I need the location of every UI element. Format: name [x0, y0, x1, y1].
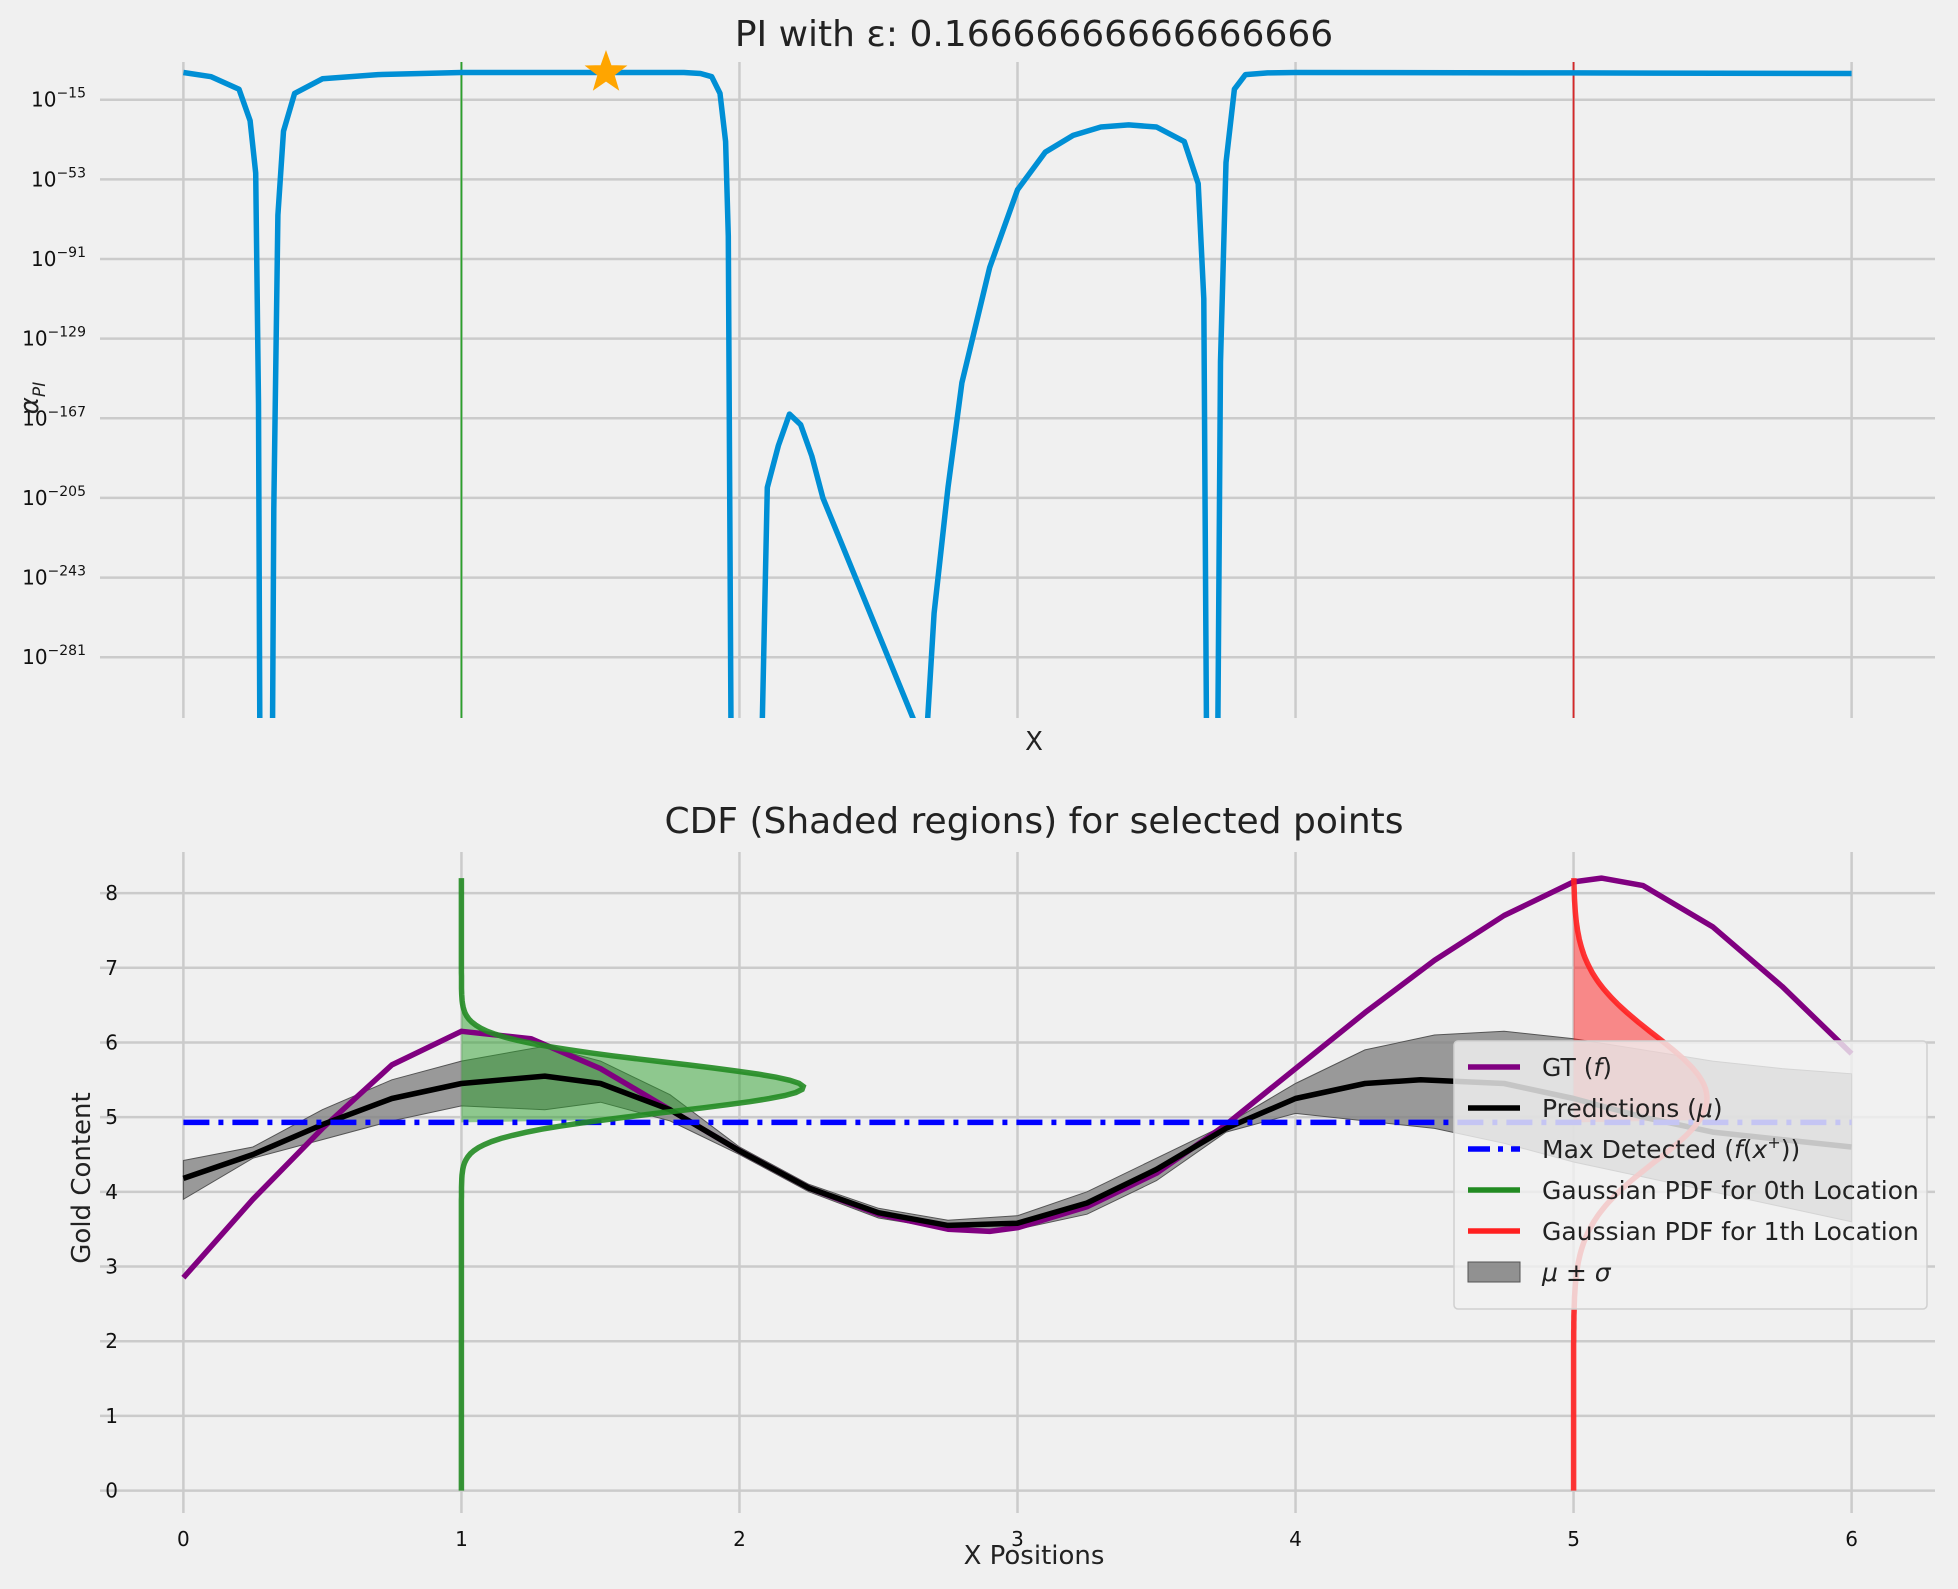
- pi-y-ticks: 10−15 10−53 10−91 10−129 10−167 10−205 10−243 1…: [22, 86, 86, 669]
- pi-grid: [100, 62, 1935, 718]
- cdf-y-tick-label: 7: [105, 956, 118, 980]
- cdf-y-tick-label: 4: [105, 1180, 118, 1204]
- legend-label: Gaussian PDF for 1th Location: [1542, 1217, 1919, 1246]
- cdf-x-tick-label: 1: [455, 1527, 468, 1551]
- pi-ylabel: αPI: [15, 382, 50, 414]
- legend-box: [1453, 1040, 1928, 1310]
- pi-series: [182, 69, 1852, 718]
- pi-xlabel: X: [1025, 727, 1043, 757]
- cdf-shaded-region: [461, 878, 804, 1123]
- cdf-y-tick-label: 5: [105, 1105, 118, 1129]
- cdf-y-tick-label: 1: [105, 1404, 118, 1428]
- pi-series-line: [182, 69, 1852, 718]
- pi-y-tick-label: 10−167: [22, 404, 86, 430]
- pi-title: PI with ε: 0.16666666666666666: [735, 14, 1333, 55]
- legend-swatch-band: [1467, 1261, 1521, 1283]
- pi-vertical-lines: [460, 62, 1575, 718]
- legend: GT (f) Predictions (μ) Max Detected (f(x+)…: [1453, 1040, 1928, 1310]
- pi-y-tick-label: 10−15: [31, 86, 86, 112]
- cdf-title: CDF (Shaded regions) for selected points: [664, 801, 1403, 842]
- cdf-x-tick-label: 5: [1567, 1527, 1580, 1551]
- cdf-xlabel: X Positions: [964, 1541, 1105, 1571]
- cdf-x-tick-label: 6: [1845, 1527, 1858, 1551]
- cdf-x-tick-label: 4: [1289, 1527, 1302, 1551]
- pi-star-marker: [584, 50, 628, 91]
- gt-line: [181, 875, 1854, 1280]
- cdf-y-tick-label: 0: [105, 1479, 118, 1503]
- pi-y-tick-label: 10−243: [22, 564, 86, 590]
- legend-label: Predictions (μ): [1542, 1094, 1723, 1123]
- cdf-x-tick-label: 2: [733, 1527, 746, 1551]
- cdf-y-tick-label: 2: [105, 1329, 118, 1353]
- legend-label: μ ± σ: [1541, 1258, 1612, 1287]
- cdf-y-tick-label: 3: [105, 1255, 118, 1279]
- pi-y-tick-label: 10−205: [22, 484, 86, 510]
- gaussian-pdf-0: [458, 878, 807, 1491]
- cdf-x-tick-label: 0: [177, 1527, 190, 1551]
- legend-label: Max Detected (f(x+)): [1542, 1133, 1800, 1164]
- pi-y-tick-label: 10−281: [22, 643, 86, 669]
- cdf-y-tick-label: 8: [105, 881, 118, 905]
- pi-panel: PI with ε: 0.16666666666666666 10−15 10−5…: [15, 14, 1935, 757]
- cdf-y-tick-label: 6: [105, 1030, 118, 1054]
- pi-y-tick-label: 10−129: [22, 325, 86, 351]
- cdf-x-tick-label: 3: [1011, 1527, 1024, 1551]
- cdf-panel: CDF (Shaded regions) for selected points…: [67, 801, 1935, 1571]
- cdf-ticks: 0 1 2 3 4 5 6 0 1 2 3 4 5 6 7 8: [105, 881, 1858, 1551]
- legend-label: Gaussian PDF for 0th Location: [1542, 1176, 1919, 1205]
- pi-y-tick-label: 10−91: [31, 245, 86, 271]
- pi-marker: [584, 50, 628, 91]
- pi-y-tick-label: 10−53: [31, 165, 86, 191]
- legend-label: GT (f): [1542, 1053, 1612, 1082]
- cdf-ylabel: Gold Content: [67, 1092, 97, 1263]
